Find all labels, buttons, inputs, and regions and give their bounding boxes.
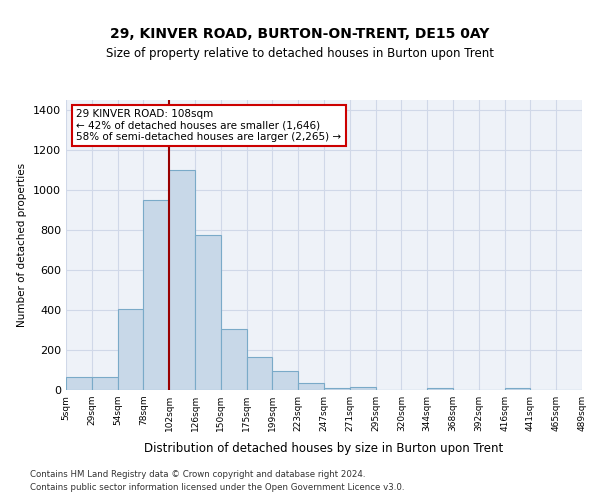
Bar xyxy=(118,309,143,390)
Bar xyxy=(143,200,169,390)
Y-axis label: Number of detached properties: Number of detached properties xyxy=(17,163,28,327)
Bar xyxy=(324,388,350,390)
Bar xyxy=(221,329,247,390)
Bar xyxy=(169,170,195,390)
Text: Contains HM Land Registry data © Crown copyright and database right 2024.: Contains HM Land Registry data © Crown c… xyxy=(30,470,365,479)
Text: Size of property relative to detached houses in Burton upon Trent: Size of property relative to detached ho… xyxy=(106,48,494,60)
Bar xyxy=(195,235,221,390)
Bar xyxy=(247,357,272,390)
Bar xyxy=(505,388,530,390)
Bar xyxy=(92,377,118,390)
Bar xyxy=(427,388,453,390)
Bar xyxy=(298,383,324,390)
Bar xyxy=(272,371,298,390)
Bar xyxy=(66,377,92,390)
Bar xyxy=(350,387,376,390)
Text: 29 KINVER ROAD: 108sqm
← 42% of detached houses are smaller (1,646)
58% of semi-: 29 KINVER ROAD: 108sqm ← 42% of detached… xyxy=(76,108,341,142)
X-axis label: Distribution of detached houses by size in Burton upon Trent: Distribution of detached houses by size … xyxy=(145,442,503,456)
Text: 29, KINVER ROAD, BURTON-ON-TRENT, DE15 0AY: 29, KINVER ROAD, BURTON-ON-TRENT, DE15 0… xyxy=(110,28,490,42)
Text: Contains public sector information licensed under the Open Government Licence v3: Contains public sector information licen… xyxy=(30,482,404,492)
